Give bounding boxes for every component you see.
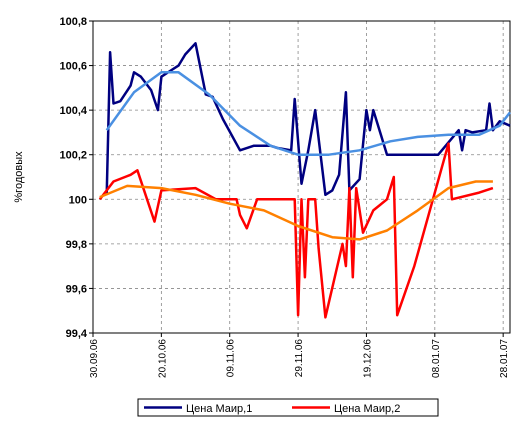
line xyxy=(99,180,493,241)
y-tick-label: 100 xyxy=(69,194,87,206)
x-tick-label: 29.11.06 xyxy=(294,339,305,378)
y-tick-label: 100,6 xyxy=(59,61,87,73)
y-tick-label: 99,8 xyxy=(66,239,87,251)
legend-box xyxy=(137,398,439,417)
legend-label: Цена Маир,1 xyxy=(186,403,252,415)
x-tick-label: 30.09.06 xyxy=(89,339,100,378)
x-tick-label: 08.01.07 xyxy=(431,339,442,378)
y-tick-label: 99,4 xyxy=(66,328,88,340)
y-tick-label: 100,4 xyxy=(59,105,87,117)
line xyxy=(105,71,511,156)
plot-frame xyxy=(92,20,511,334)
x-tick-label: 09.11.06 xyxy=(226,339,237,378)
line xyxy=(105,42,511,197)
x-tick-label: 28.01.07 xyxy=(499,339,510,378)
y-tick-label: 100,2 xyxy=(59,150,87,162)
x-tick-label: 19.12.06 xyxy=(362,339,373,378)
legend-label: Цена Маир,2 xyxy=(334,403,400,415)
x-tick-label: 20.10.06 xyxy=(157,339,168,378)
line xyxy=(98,142,494,319)
y-tick-label: 99,6 xyxy=(66,283,87,295)
y-axis-label: %годовых xyxy=(13,151,25,203)
y-tick-label: 100,8 xyxy=(59,16,87,28)
